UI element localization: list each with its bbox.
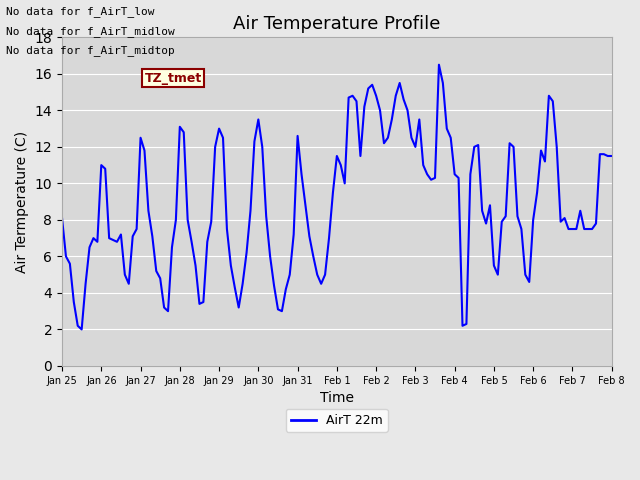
X-axis label: Time: Time (320, 391, 354, 405)
Text: No data for f_AirT_midtop: No data for f_AirT_midtop (6, 45, 175, 56)
Text: No data for f_AirT_low: No data for f_AirT_low (6, 6, 155, 17)
Title: Air Temperature Profile: Air Temperature Profile (233, 15, 440, 33)
Text: TZ_tmet: TZ_tmet (145, 72, 202, 84)
Text: No data for f_AirT_midlow: No data for f_AirT_midlow (6, 25, 175, 36)
Y-axis label: Air Termperature (C): Air Termperature (C) (15, 131, 29, 273)
Legend: AirT 22m: AirT 22m (286, 409, 388, 432)
